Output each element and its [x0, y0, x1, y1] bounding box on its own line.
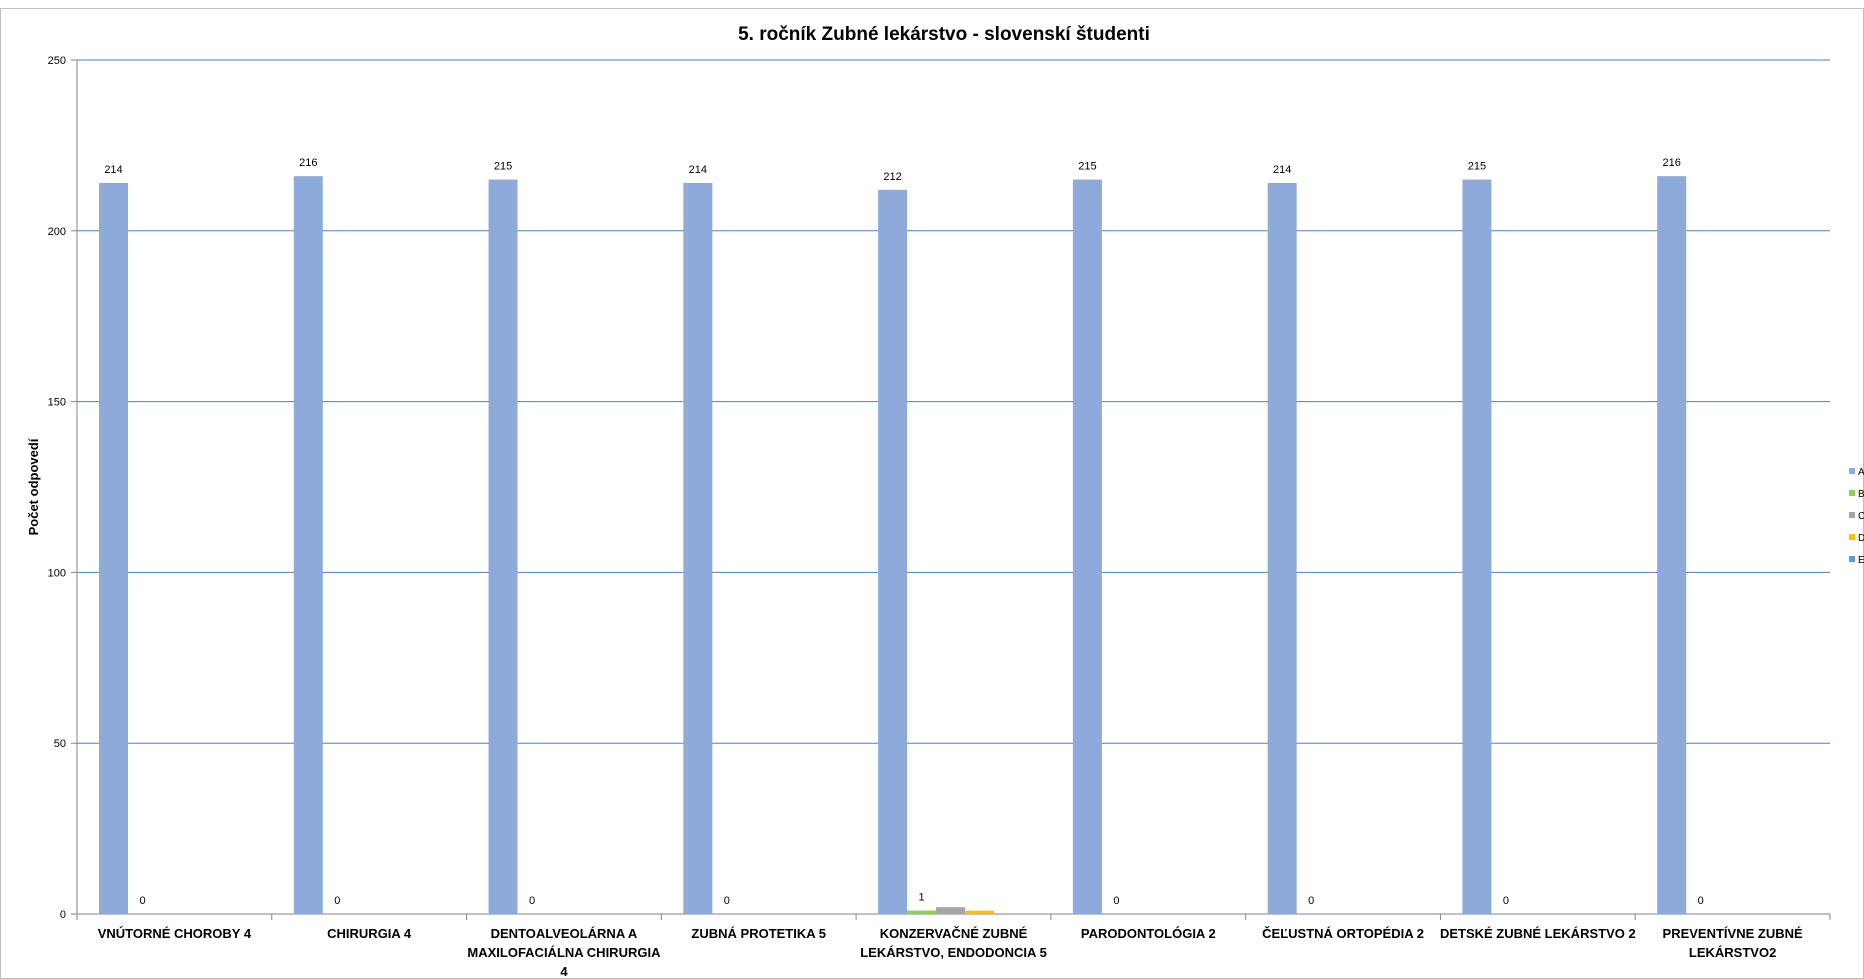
data-label: 216: [299, 157, 317, 169]
legend-label: B: [1858, 489, 1864, 500]
bar-a: [293, 176, 323, 915]
bar-d: [965, 910, 995, 914]
bar-c: [936, 907, 966, 914]
x-category-label: DENTOALVEOLÁRNA A: [491, 926, 638, 941]
bar-a: [99, 182, 128, 914]
data-label: 216: [1663, 157, 1681, 169]
bar-a: [1657, 176, 1687, 915]
data-label: 0: [139, 895, 145, 907]
legend-swatch: [1849, 490, 1855, 496]
data-label: 0: [1308, 895, 1314, 907]
x-category-label: 4: [560, 964, 568, 979]
legend-label: C: [1858, 511, 1864, 522]
bar-a: [1267, 182, 1297, 914]
x-category-label: PREVENTÍVNE ZUBNÉ: [1663, 926, 1803, 941]
x-category-label: LEKÁRSTVO2: [1689, 945, 1776, 960]
chart-title: 5. ročník Zubné lekárstvo - slovenskí št…: [738, 24, 1150, 45]
x-category-label: MAXILOFACIÁLNA CHIRURGIA: [467, 945, 661, 960]
data-label: 215: [1078, 161, 1096, 173]
legend-swatch: [1849, 512, 1855, 518]
data-label: 214: [1273, 164, 1291, 176]
data-label: 214: [104, 164, 122, 176]
y-axis-label: Počet odpovedí: [26, 438, 41, 535]
data-label: 214: [689, 164, 707, 176]
x-category-label: KONZERVAČNÉ ZUBNÉ: [880, 926, 1028, 941]
chart-border: [0, 8, 1864, 979]
y-tick-label: 50: [54, 738, 66, 750]
data-label: 0: [334, 895, 340, 907]
x-category-label: PARODONTOLÓGIA 2: [1081, 926, 1216, 941]
legend-swatch: [1849, 468, 1855, 474]
data-label: 0: [1698, 895, 1704, 907]
y-tick-label: 150: [48, 397, 66, 409]
data-label: 0: [724, 895, 730, 907]
bar-a: [1462, 179, 1492, 914]
x-category-label: CHIRURGIA 4: [327, 926, 412, 941]
x-category-label: VNÚTORNÉ CHOROBY 4: [98, 926, 252, 941]
legend-label: A: [1858, 467, 1864, 478]
data-label: 215: [1468, 161, 1486, 173]
data-label: 0: [529, 895, 535, 907]
bar-a: [488, 179, 518, 914]
data-label: 0: [1113, 895, 1119, 907]
y-tick-label: 100: [48, 567, 66, 579]
legend-label: D: [1858, 533, 1864, 544]
data-label: 212: [883, 171, 901, 183]
bar-a: [1072, 179, 1102, 914]
x-category-label: ČEĽUSTNÁ ORTOPÉDIA 2: [1262, 926, 1424, 941]
x-category-label: LEKÁRSTVO, ENDODONCIA 5: [860, 945, 1047, 960]
legend-swatch: [1849, 534, 1855, 540]
data-label: 215: [494, 161, 512, 173]
x-category-label: DETSKÉ ZUBNÉ LEKÁRSTVO 2: [1440, 926, 1636, 941]
bar-a: [683, 182, 713, 914]
x-category-label: ZUBNÁ PROTETIKA 5: [691, 926, 826, 941]
legend-swatch: [1849, 556, 1855, 562]
y-tick-label: 200: [48, 226, 66, 238]
data-label: 0: [1503, 895, 1509, 907]
y-tick-label: 0: [60, 909, 66, 921]
data-label: 1: [919, 892, 925, 904]
y-tick-label: 250: [48, 55, 66, 67]
bar-a: [878, 189, 908, 915]
legend-label: E: [1858, 555, 1864, 566]
bar-b: [907, 910, 937, 914]
